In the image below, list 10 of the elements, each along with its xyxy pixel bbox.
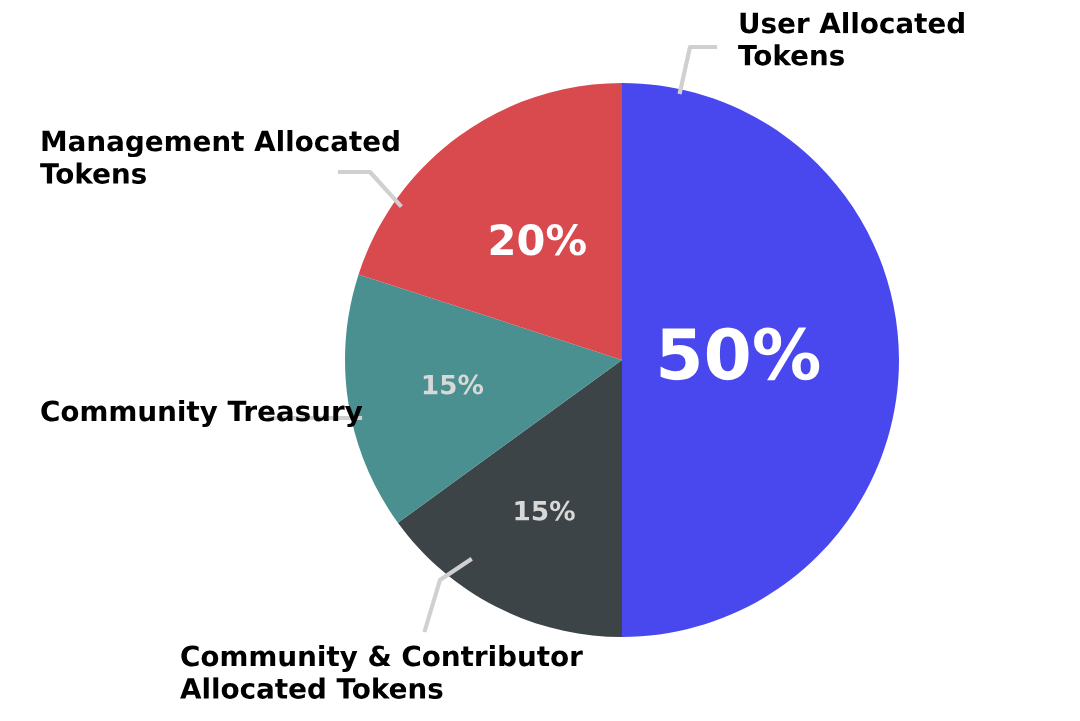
data-label: 15% (423, 374, 484, 395)
slice-label: Community Treasury (41, 400, 363, 428)
data-label: 20% (490, 224, 586, 256)
slice-label: Management Allocated Tokens (40, 130, 399, 184)
data-label: 15% (515, 500, 575, 521)
slice-label: User Allocated Tokens (738, 12, 964, 66)
data-label: 50% (660, 327, 820, 381)
pie-slice (622, 83, 899, 637)
slice-label: Community & Contributor Allocated Tokens (180, 645, 583, 699)
pie-slice (397, 360, 622, 637)
